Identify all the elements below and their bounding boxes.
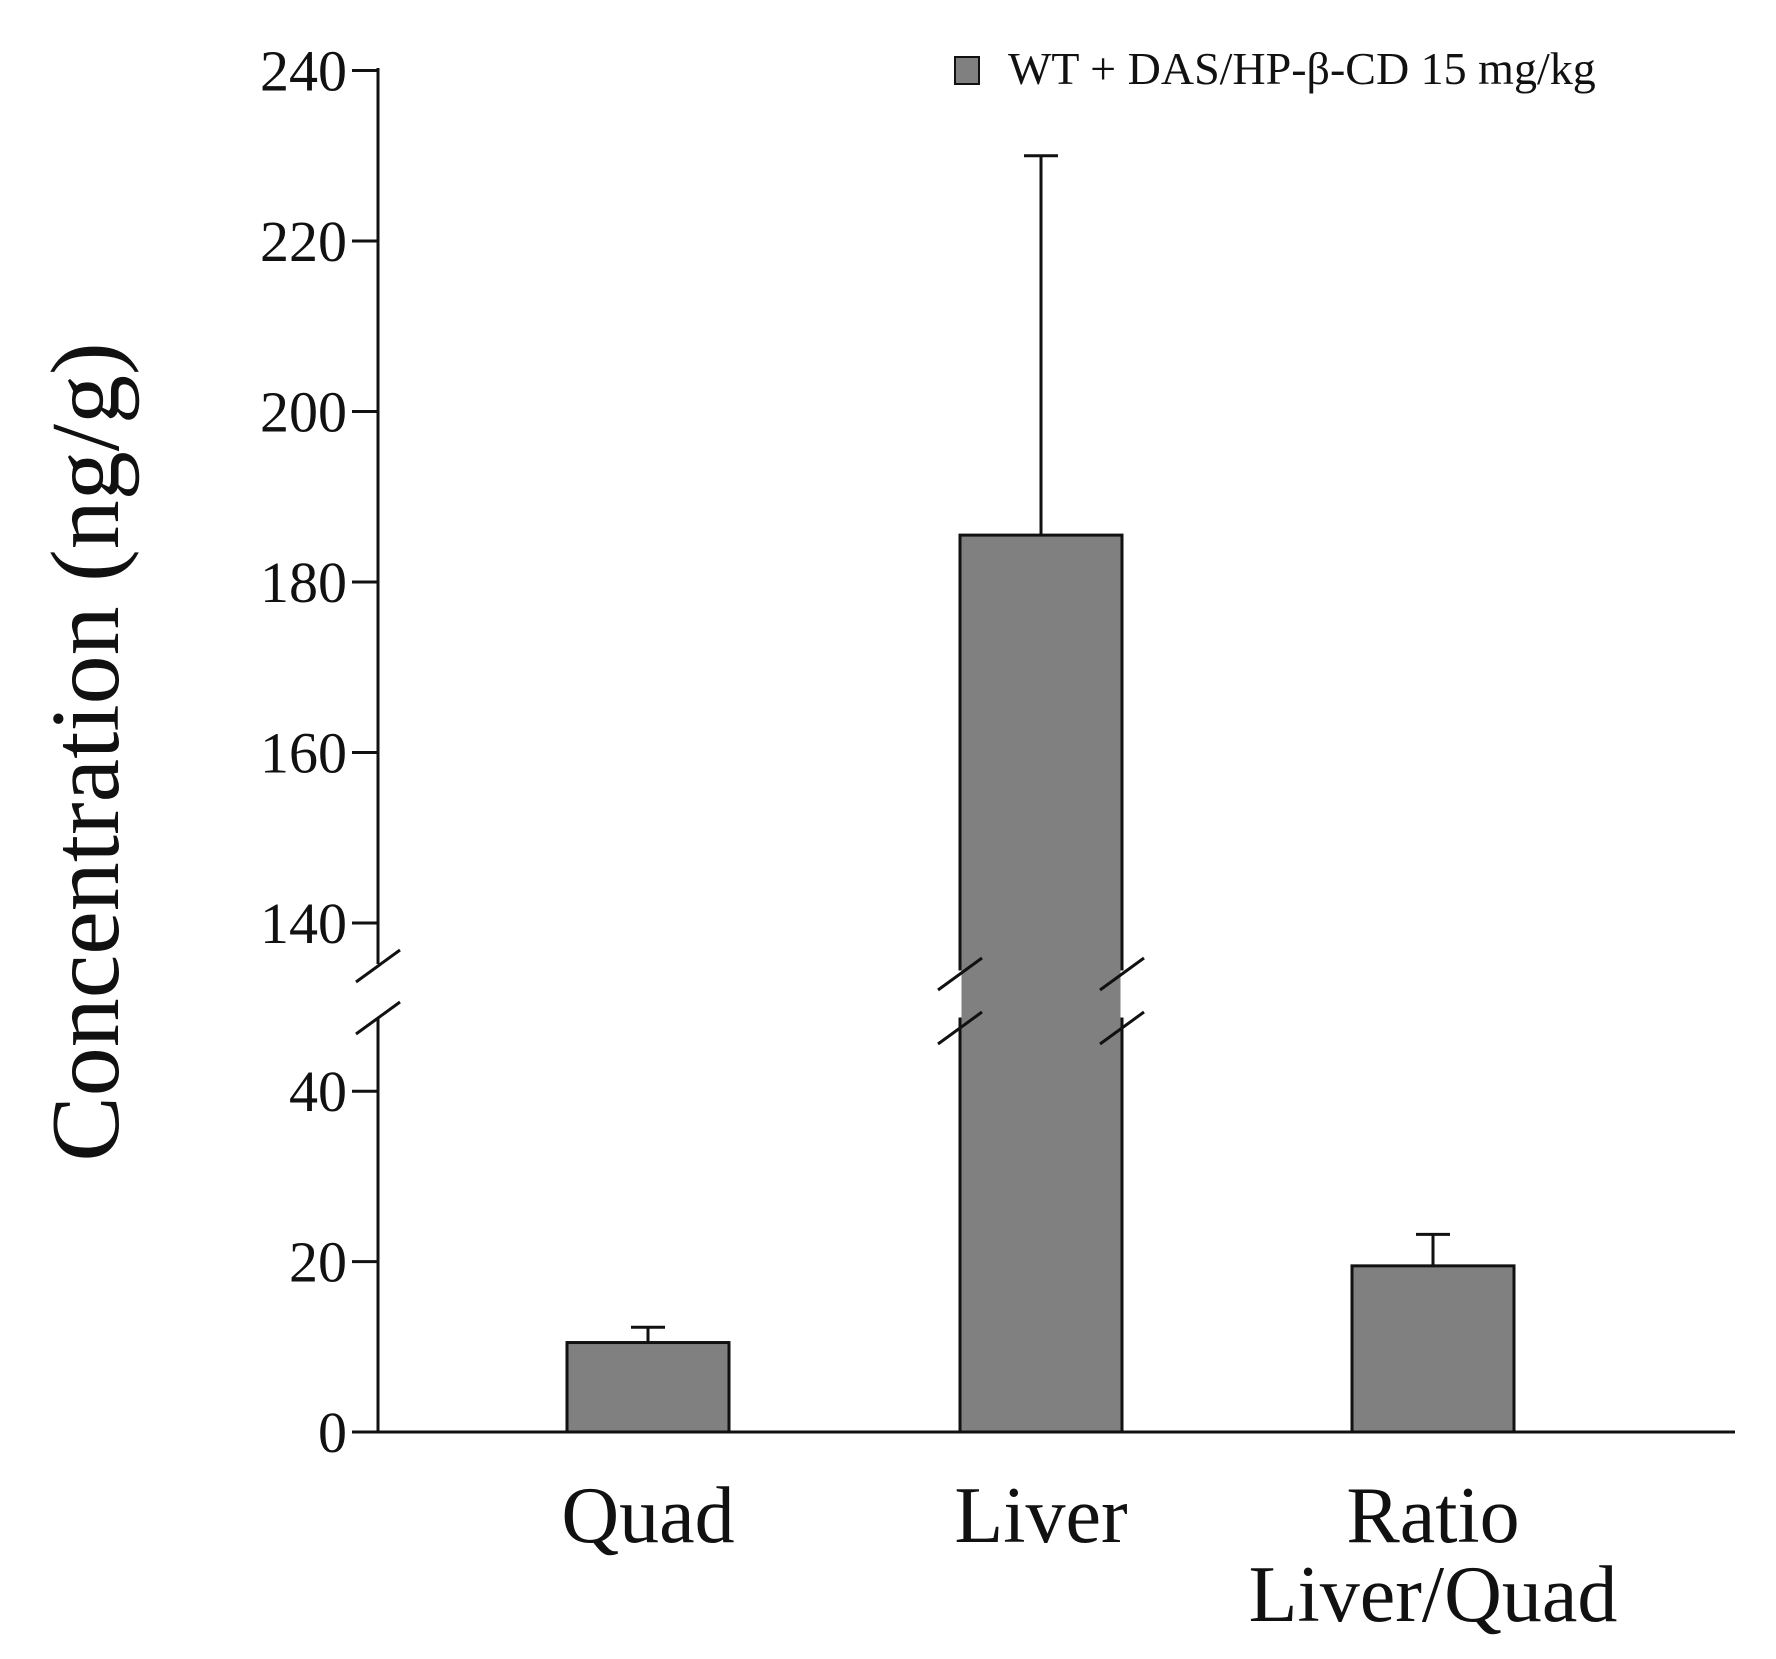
y-axis-title: Concentration (ng/g): [32, 342, 140, 1161]
bar-liver-lower: [958, 1017, 1124, 1434]
bar-break-mark-liver-1-a: [1099, 956, 1145, 992]
y-tick-label-0: 0: [318, 1400, 347, 1465]
bar-break-mark-liver-0-a: [937, 956, 983, 992]
x-tick-label-quad: Quad: [561, 1472, 734, 1560]
axis-break-mark-upper: [355, 948, 401, 984]
bar-ratio: [1350, 1264, 1516, 1434]
bar-quad: [565, 1341, 731, 1434]
y-tick-label-220: 220: [260, 209, 347, 274]
y-tick-label-160: 160: [260, 721, 347, 786]
y-tick-label-240: 240: [260, 39, 347, 104]
bar-break-mark-liver-1-b: [1099, 1010, 1145, 1046]
y-tick-label-40: 40: [289, 1059, 347, 1124]
x-tick-label-ratio-line2: Liver/Quad: [1249, 1551, 1618, 1639]
x-tick-label-liver: Liver: [954, 1472, 1127, 1560]
y-tick-label-200: 200: [260, 380, 347, 445]
y-tick-label-140: 140: [260, 891, 347, 956]
bar-liver-gap: [961, 967, 1121, 1021]
bar-liver-upper: [958, 533, 1124, 971]
axis-break-mark-lower: [355, 1000, 401, 1036]
legend-label: WT + DAS/HP-β-CD 15 mg/kg: [1008, 43, 1596, 94]
bar-break-mark-liver-0-b: [937, 1010, 983, 1046]
legend-swatch: [954, 56, 980, 85]
y-tick-label-180: 180: [260, 550, 347, 615]
x-tick-label-ratio: Ratio: [1346, 1472, 1519, 1560]
y-tick-label-20: 20: [289, 1230, 347, 1295]
